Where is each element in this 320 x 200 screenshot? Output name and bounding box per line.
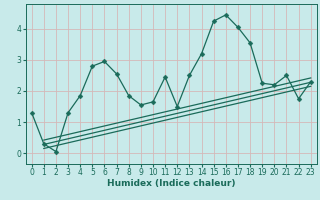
X-axis label: Humidex (Indice chaleur): Humidex (Indice chaleur): [107, 179, 236, 188]
